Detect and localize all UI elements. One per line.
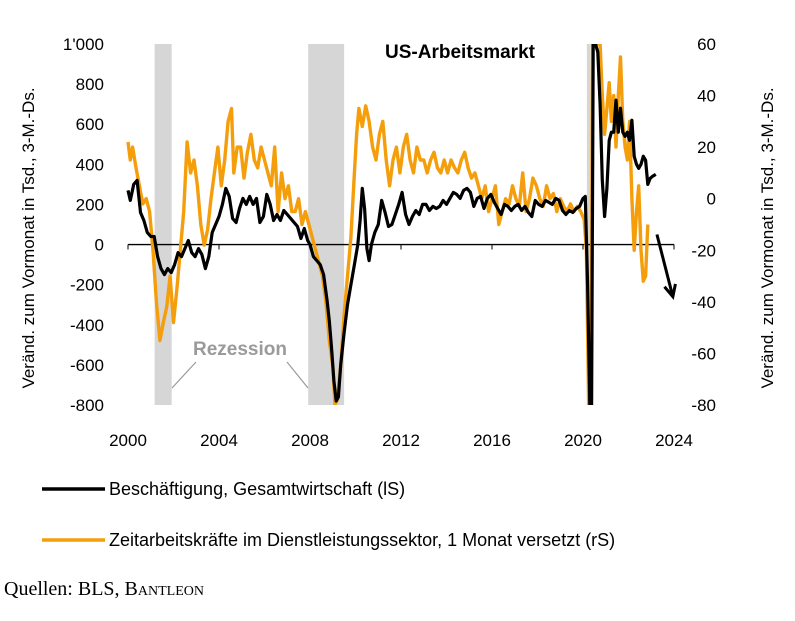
right-y-tick-label: -40 (691, 293, 716, 312)
left-y-tick-label: -200 (70, 276, 104, 295)
series-line-employment (126, 44, 657, 405)
source-brand: Bantleon (124, 578, 204, 600)
forecast-arrow (655, 234, 677, 301)
source-note: Quellen: BLS, Bantleon (4, 578, 204, 601)
left-y-axis-title: Veränd. zum Vormonat in Tsd., 3-M.-Ds. (19, 87, 38, 388)
left-y-tick-label: 200 (76, 195, 104, 214)
x-tick-label: 2012 (382, 431, 420, 450)
right-y-axis-ticks: 60 40 20 0 -20 -40 -60 -80 (691, 35, 716, 415)
left-y-axis-ticks: 1'000 800 600 400 200 0 -200 -400 -600 -800 (63, 35, 104, 415)
recession-label: Rezession (193, 339, 287, 360)
recession-band (308, 44, 345, 405)
right-y-tick-label: 0 (707, 190, 716, 209)
right-y-tick-label: 20 (697, 138, 716, 157)
left-y-tick-label: 400 (76, 155, 104, 174)
x-tick-label: 2020 (564, 431, 602, 450)
legend: Beschäftigung, Gesamtwirtschaft (lS) Zei… (42, 479, 615, 550)
chart-title: US-Arbeitsmarkt (385, 42, 536, 63)
legend-label-temp-workers: Zeitarbeitskräfte im Dienstleistungssekt… (109, 530, 615, 550)
recession-band (586, 44, 591, 405)
recession-band (154, 44, 172, 405)
left-y-tick-label: 0 (95, 236, 104, 255)
x-tick-label: 2000 (109, 431, 147, 450)
x-tick-label: 2024 (655, 431, 693, 450)
right-y-tick-label: -20 (691, 241, 716, 260)
forecast-arrow-shaft (655, 234, 675, 298)
recession-label-leader-right (286, 361, 309, 389)
left-y-tick-label: -600 (70, 356, 104, 375)
left-y-tick-label: -400 (70, 316, 104, 335)
source-prefix: Quellen: BLS, (4, 578, 125, 600)
x-tick-label: 2004 (200, 431, 238, 450)
left-y-tick-label: 1'000 (63, 35, 104, 54)
right-y-tick-label: 60 (697, 35, 716, 54)
right-y-tick-label: 40 (697, 87, 716, 106)
legend-label-employment: Beschäftigung, Gesamtwirtschaft (lS) (109, 479, 405, 499)
right-y-tick-label: -80 (691, 396, 716, 415)
left-y-tick-label: 800 (76, 75, 104, 94)
forecast-arrow-head (663, 283, 677, 301)
right-y-tick-label: -60 (691, 344, 716, 363)
left-y-tick-label: -800 (70, 396, 104, 415)
right-y-axis-title: Veränd. zum Vormonat in Tsd., 3-M.-Ds. (758, 87, 777, 388)
series-lines (126, 44, 657, 405)
x-tick-label: 2008 (291, 431, 329, 450)
x-tick-label: 2016 (473, 431, 511, 450)
recession-label-leader-left (171, 361, 197, 389)
x-axis-ticks: 2000 2004 2008 2012 2016 2020 2024 (109, 244, 693, 450)
left-y-tick-label: 600 (76, 115, 104, 134)
